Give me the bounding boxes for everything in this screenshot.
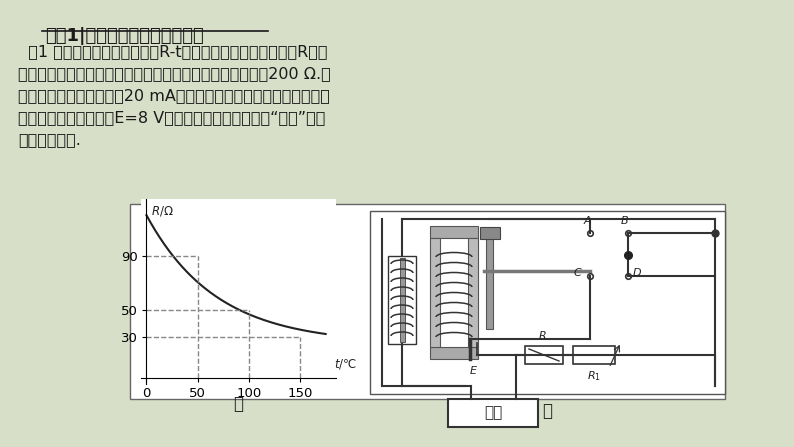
Text: 电源: 电源 — [484, 405, 502, 421]
Text: D: D — [633, 268, 642, 278]
Bar — [448, 399, 538, 427]
Bar — [486, 231, 493, 329]
Text: $R_1$: $R_1$ — [587, 369, 601, 383]
Bar — [525, 346, 563, 364]
Text: 题型1|器材选择与实验操作过程: 题型1|器材选择与实验操作过程 — [45, 27, 204, 45]
Bar — [468, 238, 478, 347]
Text: C: C — [573, 268, 581, 278]
Text: $R$/Ω: $R$/Ω — [151, 204, 173, 218]
Bar — [400, 258, 405, 342]
Bar — [480, 227, 500, 239]
Text: $t$/℃: $t$/℃ — [333, 357, 357, 371]
Bar — [430, 238, 440, 347]
Text: R: R — [539, 331, 547, 341]
Text: 甲: 甲 — [233, 395, 243, 413]
Bar — [388, 256, 416, 344]
Bar — [130, 204, 725, 399]
Text: 电器组成的一个简单恒温箱温控电路，继电器线圈的电阻为200 Ω.当: 电器组成的一个简单恒温箱温控电路，继电器线圈的电阻为200 Ω.当 — [18, 66, 331, 81]
Text: 例1 如图甲所示为热敏电阻的R-t图象，图乙为用此热敏电阻R和继: 例1 如图甲所示为热敏电阻的R-t图象，图乙为用此热敏电阻R和继 — [18, 44, 327, 59]
Text: 线圈中的电流大于或等于20 mA时，继电器的衔铁被吸合．为继电器: 线圈中的电流大于或等于20 mA时，继电器的衔铁被吸合．为继电器 — [18, 88, 330, 103]
Text: 乙: 乙 — [542, 402, 553, 420]
Bar — [573, 346, 615, 364]
Text: E: E — [469, 366, 476, 376]
Text: B: B — [621, 216, 629, 226]
Bar — [430, 226, 478, 238]
Bar — [370, 211, 725, 394]
Text: 线圈供电电池的电动势E=8 V，内阻可以不计．图中的“电源”是恒: 线圈供电电池的电动势E=8 V，内阻可以不计．图中的“电源”是恒 — [18, 110, 326, 125]
Bar — [430, 347, 478, 359]
Text: A: A — [583, 216, 591, 226]
Text: 温箱加热电源.: 温箱加热电源. — [18, 132, 81, 147]
